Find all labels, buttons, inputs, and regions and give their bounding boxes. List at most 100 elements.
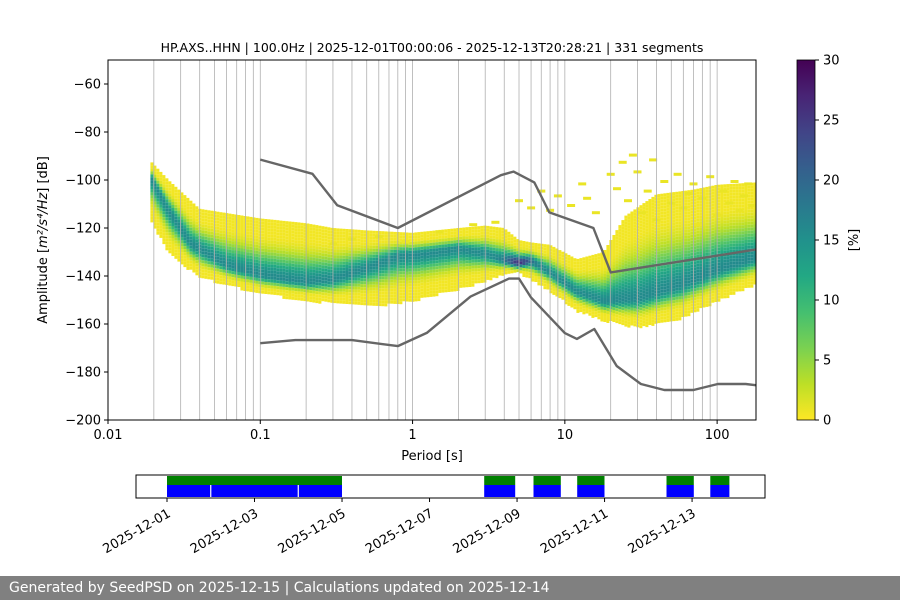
heatmap-cell [471,265,475,269]
heatmap-cell [309,278,313,282]
heatmap-cell [333,279,337,283]
heatmap-cell [327,248,331,252]
heatmap-cell [537,246,541,250]
heatmap-cell [255,262,259,266]
heatmap-cell [666,309,670,313]
heatmap-cell [378,288,382,292]
heatmap-cell [474,265,478,269]
heatmap-cell [633,254,637,258]
heatmap-cell [447,265,451,268]
heatmap-cell [255,247,259,251]
heatmap-cell [645,312,649,316]
heatmap-cell [414,244,418,248]
heatmap-cell [150,219,154,223]
heatmap-cell [240,284,244,288]
heatmap-cell [189,212,193,216]
heatmap-cell [327,236,331,240]
heatmap-cell [471,238,475,242]
heatmap-cell [429,287,433,291]
heatmap-cell [645,324,649,328]
heatmap-cell [435,254,439,258]
heatmap-cell [252,217,256,221]
heatmap-cell [255,286,259,290]
heatmap-cell [606,290,610,293]
heatmap-cell [699,245,703,249]
heatmap-cell [183,207,187,211]
heatmap-cell [672,243,676,247]
heatmap-cell [492,253,496,257]
heatmap-cell [201,236,205,240]
heatmap-cell [672,192,676,196]
heatmap-cell [660,214,664,218]
heatmap-cell [333,267,337,271]
heatmap-cell [591,272,595,276]
heatmap-cell [540,273,544,277]
heatmap-cell [360,281,364,285]
heatmap-cell [441,274,445,278]
heatmap-cell [303,289,307,293]
heatmap-cell [225,234,229,238]
heatmap-cell [297,270,301,274]
heatmap-cell [183,249,187,253]
heatmap-cell [579,288,583,292]
heatmap-cell [693,216,697,220]
heatmap-cell [642,263,646,267]
heatmap-cell [345,295,349,298]
heatmap-cell [183,240,187,244]
heatmap-cell [285,257,289,261]
heatmap-cell [270,249,274,253]
heatmap-cell [597,280,601,284]
heatmap-cell [177,249,181,253]
heatmap-cell [381,252,385,256]
heatmap-cell [717,244,721,248]
heatmap-cell [477,238,481,242]
heatmap-cell [288,287,292,291]
heatmap-cell [438,271,442,275]
heatmap-cell [225,246,229,250]
heatmap-cell [369,272,373,276]
heatmap-cell [699,188,703,192]
heatmap-cell [654,308,658,312]
heatmap-cell [732,216,736,220]
heatmap-cell [336,267,340,271]
heatmap-cell [330,260,334,264]
heatmap-cell [576,264,580,268]
heatmap-cell [681,221,685,224]
heatmap-cell [195,248,199,252]
heatmap-cell [363,287,367,291]
heatmap-cell [186,239,190,243]
heatmap-cell [195,242,199,246]
heatmap-cell [570,262,574,266]
heatmap-cell [285,251,289,255]
heatmap-cell [693,204,697,208]
heatmap-cell [594,314,598,318]
heatmap-cell [687,289,691,293]
heatmap-cell [435,257,439,261]
heatmap-cell [498,269,502,273]
heatmap-cell [504,241,508,245]
heatmap-cell [216,262,220,266]
heatmap-cell [423,249,427,253]
heatmap-cell [348,298,352,302]
heatmap-cell [684,286,688,290]
heatmap-cell [375,287,379,291]
heatmap-cell [657,224,661,228]
heatmap-cell [726,217,730,221]
heatmap-cell [237,230,241,233]
heatmap-cell [237,284,241,287]
heatmap-cell [363,290,367,294]
heatmap-cell [645,288,649,292]
heatmap-cell [435,233,439,237]
heatmap-cell [519,249,523,253]
heatmap-cell [624,278,628,282]
heatmap-cell [444,274,448,278]
heatmap-cell [378,300,382,304]
heatmap-cell [657,260,661,264]
heatmap-cell [567,278,571,282]
heatmap-cell [462,284,466,288]
heatmap-cell [327,254,331,258]
heatmap-cell [222,251,226,255]
heatmap-cell [717,277,721,281]
heatmap-cell [183,195,187,199]
heatmap-cell [585,280,589,284]
